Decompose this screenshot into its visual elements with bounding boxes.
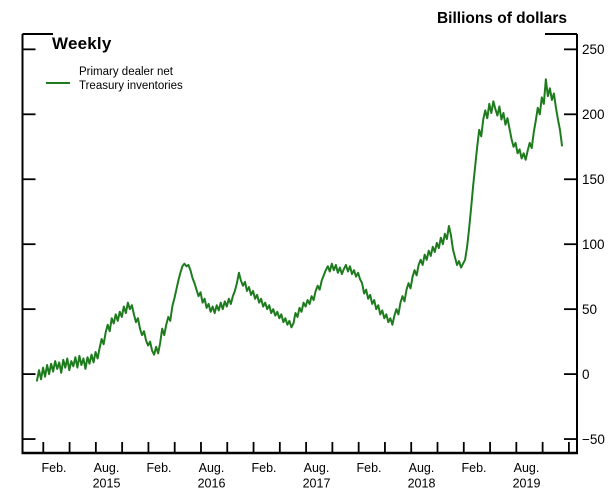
x-tick-label-month: Aug. [409, 461, 435, 475]
x-tick-label-year: 2017 [303, 477, 331, 491]
x-tick-label-year: 2016 [198, 477, 226, 491]
x-tick-label-year: 2019 [513, 477, 541, 491]
y-tick-label: 0 [582, 367, 590, 382]
x-tick-label-year: 2018 [408, 477, 436, 491]
x-tick-label-month: Aug. [304, 461, 330, 475]
x-tick-label-month: Aug. [199, 461, 225, 475]
series-line [36, 78, 563, 382]
y-axis-unit-label: Billions of dollars [436, 10, 567, 27]
legend-label-line1: Primary dealer net [79, 66, 173, 78]
y-tick-label: 200 [582, 107, 605, 122]
x-tick-label-month: Feb. [251, 461, 276, 475]
y-tick-label: 150 [582, 172, 605, 187]
x-tick-label-month: Aug. [94, 461, 120, 475]
x-tick-label-month: Feb. [41, 461, 66, 475]
x-tick-label-month: Feb. [461, 461, 486, 475]
x-tick-label-month: Feb. [146, 461, 171, 475]
x-tick-label-month: Feb. [356, 461, 381, 475]
y-tick-label: 50 [582, 302, 597, 317]
x-tick-label-month: Aug. [514, 461, 540, 475]
legend-label: Primary dealer net Treasury inventories [79, 66, 183, 93]
series-line-swatch-icon [46, 82, 70, 84]
y-tick-label: −50 [582, 432, 605, 447]
x-tick-label-year: 2015 [93, 477, 121, 491]
y-tick-label: 100 [582, 237, 605, 252]
legend-label-line2: Treasury inventories [79, 79, 183, 92]
legend: Primary dealer net Treasury inventories [46, 66, 183, 93]
chart-title: Weekly [52, 34, 112, 53]
y-tick-label: 250 [582, 42, 605, 57]
